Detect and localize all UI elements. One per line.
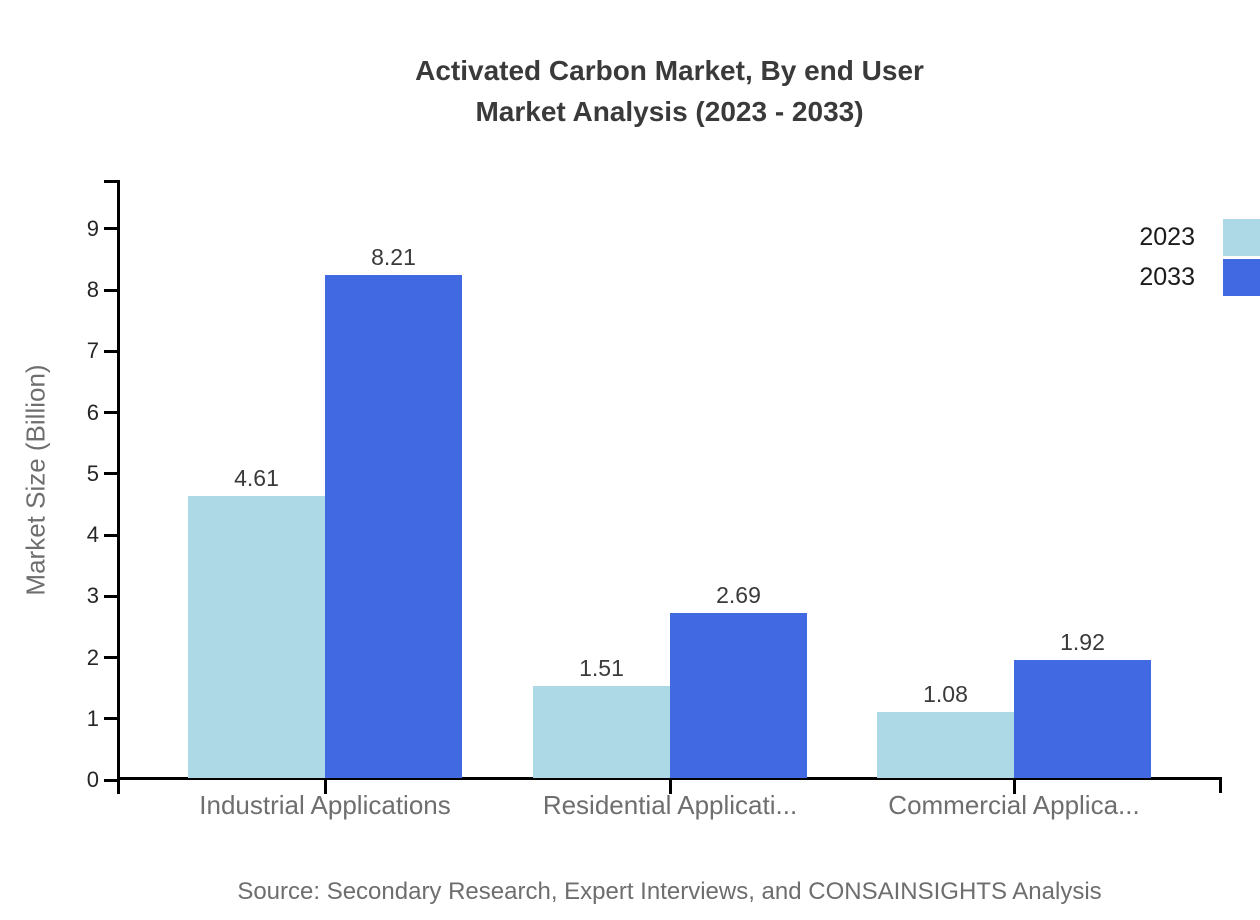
bar-value-label: 4.61 — [234, 464, 279, 491]
bar-2033 — [670, 613, 807, 778]
y-tick — [104, 349, 117, 353]
legend-label: 2033 — [1139, 263, 1195, 291]
y-tick-label: 7 — [86, 338, 99, 364]
y-tick — [104, 227, 117, 231]
y-tick-label: 5 — [86, 460, 99, 486]
y-tick — [104, 472, 117, 476]
chart-title: Activated Carbon Market, By end User Mar… — [117, 50, 1222, 132]
bar-value-label: 8.21 — [371, 244, 416, 271]
y-tick — [104, 288, 117, 292]
category-label: Industrial Applications — [199, 790, 451, 820]
plot-area: 0 1 2 3 4 5 6 7 8 9 4.61 8.21 Industrial Application… — [87, 180, 1222, 820]
x-axis-line — [117, 777, 1222, 780]
legend-swatch-2033 — [1223, 259, 1260, 296]
y-tick — [104, 717, 117, 721]
x-tick — [668, 780, 672, 794]
x-tick — [1012, 780, 1016, 794]
category-label: Residential Applicati... — [542, 790, 798, 820]
y-tick-label: 2 — [86, 644, 99, 670]
y-tick — [104, 533, 117, 537]
y-tick-label: 3 — [86, 583, 99, 609]
y-tick — [104, 411, 117, 415]
legend-swatch-2023 — [1223, 219, 1260, 256]
bar-value-label: 1.08 — [923, 680, 968, 707]
y-axis-top-cap — [104, 180, 117, 183]
legend-item: 2033 — [1139, 259, 1260, 296]
y-tick-label: 8 — [86, 277, 99, 303]
bar-value-label: 1.92 — [1060, 629, 1105, 656]
bar-2023 — [188, 495, 325, 778]
x-tick — [323, 780, 327, 794]
y-tick — [104, 778, 117, 782]
chart-title-line2: Market Analysis (2023 - 2033) — [475, 96, 864, 127]
category-label: Commercial Applica... — [888, 790, 1140, 820]
bar-2023 — [877, 711, 1014, 778]
legend: 2023 2033 — [1139, 219, 1260, 296]
source-note: Source: Secondary Research, Expert Inter… — [237, 878, 1102, 905]
legend-label: 2023 — [1139, 223, 1195, 251]
y-tick — [104, 656, 117, 660]
y-tick-label: 0 — [86, 767, 99, 792]
y-axis-title: Market Size (Billion) — [20, 364, 51, 596]
y-axis-line — [117, 180, 120, 794]
y-tick-label: 4 — [86, 522, 99, 548]
y-tick-label: 1 — [86, 705, 99, 731]
bar-2023 — [533, 685, 670, 778]
bar-2033 — [325, 275, 462, 778]
y-tick-label: 9 — [86, 215, 99, 241]
chart-title-line1: Activated Carbon Market, By end User — [415, 55, 924, 86]
y-tick-label: 6 — [86, 399, 99, 425]
bar-value-label: 2.69 — [716, 582, 761, 609]
legend-item: 2023 — [1139, 219, 1260, 256]
x-axis-right-cap — [1219, 777, 1222, 793]
bar-2033 — [1014, 660, 1151, 778]
y-tick — [104, 594, 117, 598]
bar-value-label: 1.51 — [579, 654, 624, 681]
